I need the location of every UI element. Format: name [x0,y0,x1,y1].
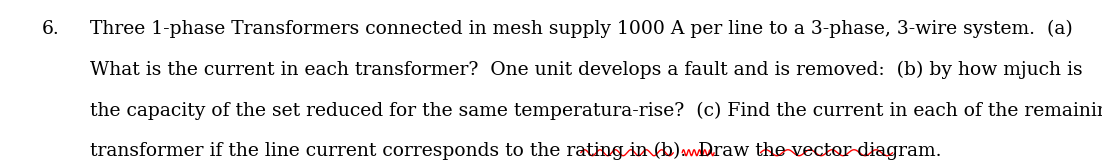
Text: the capacity of the set reduced for the same temperatura-rise?  (c) Find the cur: the capacity of the set reduced for the … [90,101,1102,120]
Text: 6.: 6. [42,20,60,38]
Text: Three 1-phase Transformers connected in mesh supply 1000 A per line to a 3-phase: Three 1-phase Transformers connected in … [90,20,1073,38]
Text: transformer if the line current corresponds to the rating in (b).  Draw the vect: transformer if the line current correspo… [90,142,942,160]
Text: What is the current in each transformer?  One unit develops a fault and is remov: What is the current in each transformer?… [90,61,1083,79]
